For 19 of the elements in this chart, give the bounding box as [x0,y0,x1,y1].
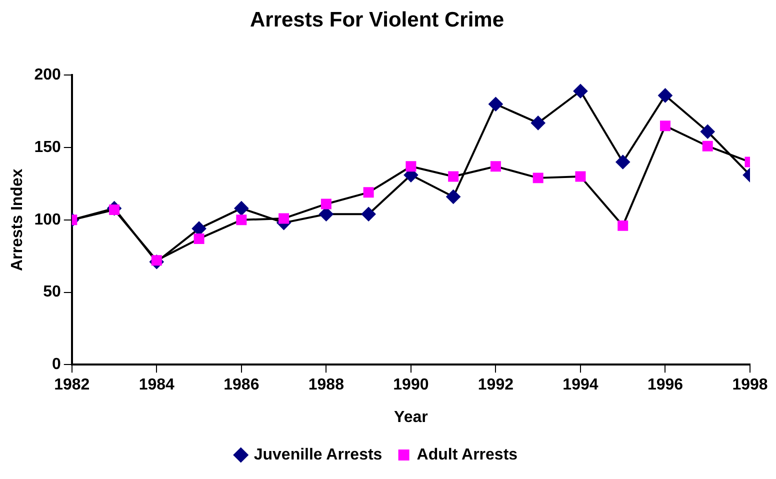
y-axis-title: Arrests Index [9,168,26,272]
chart-title: Arrests For Violent Crime [250,8,504,32]
legend-label: Adult Arrests [416,446,518,464]
y-tick-label: 150 [34,138,61,156]
x-tick-label: 1982 [54,376,90,394]
x-tick-label: 1992 [478,376,514,394]
x-tick-label: 1994 [562,376,598,394]
x-tick-label: 1990 [393,376,429,394]
x-tick-label: 1996 [647,376,684,394]
legend-label: Juvenille Arrests [254,446,382,464]
y-tick-label: 0 [52,356,61,374]
y-tick-label: 50 [43,284,61,301]
x-tick-label: 1988 [308,376,344,394]
x-tick-label: 1998 [732,376,768,394]
x-axis-title: Year [394,408,428,426]
y-tick-label: 100 [34,211,61,228]
x-tick-label: 1986 [224,376,260,394]
y-tick-label: 200 [34,66,61,84]
x-tick-label: 1984 [138,376,175,394]
